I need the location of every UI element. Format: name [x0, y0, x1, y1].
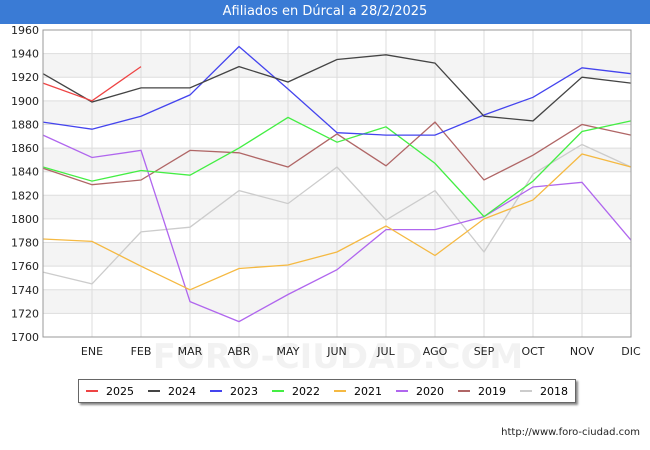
legend-label: 2019 [478, 384, 506, 398]
legend-label: 2023 [230, 384, 258, 398]
y-tick-label: 1940 [11, 48, 39, 61]
legend-item-2018: 2018 [520, 385, 568, 398]
y-tick-label: 1960 [11, 24, 39, 37]
legend-item-2023: 2023 [210, 385, 258, 398]
y-tick-labels: 1700 1720 1740 1760 1780 1800 1820 1840 1860 1880… [11, 24, 39, 344]
series-line-2022 [42, 116, 632, 218]
legend-swatch [334, 390, 346, 392]
plot-frame [42, 29, 632, 338]
series-line-2019 [42, 121, 632, 186]
legend-label: 2018 [540, 384, 568, 398]
legend-swatch [458, 390, 470, 392]
chart-title: Afiliados en Dúrcal a 28/2/2025 [0, 0, 650, 24]
series-line-2025 [42, 66, 142, 102]
source-link[interactable]: http://www.foro-ciudad.com [501, 427, 640, 438]
y-tick-label: 1860 [11, 142, 39, 155]
x-tick-label: FEB [131, 345, 152, 358]
legend-label: 2025 [106, 384, 134, 398]
x-tick-label: ENE [81, 345, 103, 358]
x-tick-labels: ENE FEB MAR ABR MAY JUN JUL AGO SEP OCT NOV DIC [81, 345, 641, 358]
x-tick-label: ABR [228, 345, 251, 358]
legend-item-2025: 2025 [86, 385, 134, 398]
x-tick-label: MAR [178, 345, 203, 358]
x-tick-label: DIC [621, 345, 641, 358]
series-lines [42, 45, 632, 323]
watermark: FORO-CIUDAD.COM [153, 337, 524, 377]
series-line-2024 [42, 54, 632, 122]
legend-swatch [148, 390, 160, 392]
y-tick-label: 1880 [11, 118, 39, 131]
y-tick-label: 1780 [11, 237, 39, 250]
series-line-2020 [42, 134, 632, 323]
legend: 2025 2024 2023 2022 2021 2020 2019 2018 [78, 379, 576, 403]
y-tick-label: 1840 [11, 166, 39, 179]
legend-item-2024: 2024 [148, 385, 196, 398]
x-tick-label: SEP [474, 345, 495, 358]
legend-swatch [272, 390, 284, 392]
legend-label: 2024 [168, 384, 196, 398]
x-tick-label: NOV [570, 345, 595, 358]
y-tick-label: 1700 [11, 331, 39, 344]
y-tick-label: 1800 [11, 213, 39, 226]
legend-swatch [520, 390, 532, 392]
y-tick-label: 1720 [11, 307, 39, 320]
legend-label: 2020 [416, 384, 444, 398]
x-tick-label: MAY [277, 345, 300, 358]
legend-item-2022: 2022 [272, 385, 320, 398]
legend-swatch [86, 390, 98, 392]
series-line-2021 [42, 153, 632, 291]
series-line-2023 [42, 45, 632, 136]
y-tick-label: 1820 [11, 189, 39, 202]
y-tick-label: 1740 [11, 284, 39, 297]
series-line-2018 [42, 143, 632, 285]
legend-label: 2022 [292, 384, 320, 398]
y-tick-label: 1760 [11, 260, 39, 273]
y-tick-label: 1920 [11, 71, 39, 84]
legend-label: 2021 [354, 384, 382, 398]
x-tick-label: OCT [521, 345, 544, 358]
legend-item-2021: 2021 [334, 385, 382, 398]
y-tick-label: 1900 [11, 95, 39, 108]
legend-item-2019: 2019 [458, 385, 506, 398]
legend-swatch [210, 390, 222, 392]
x-tick-label: JUL [376, 345, 395, 358]
x-tick-label: JUN [326, 345, 347, 358]
legend-swatch [396, 390, 408, 392]
legend-item-2020: 2020 [396, 385, 444, 398]
x-tick-label: AGO [423, 345, 448, 358]
